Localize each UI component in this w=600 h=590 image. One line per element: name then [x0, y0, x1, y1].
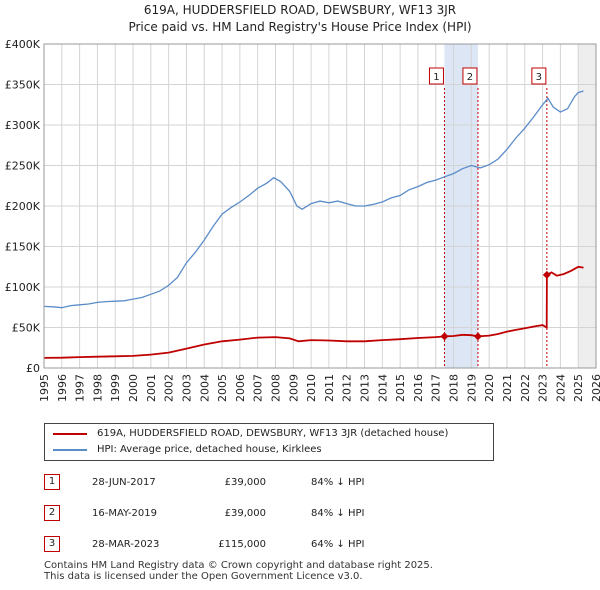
transaction-badge: 2 [44, 505, 60, 521]
transaction-badge-label: 2 [467, 72, 473, 83]
transaction-row: 3 28-MAR-2023 £115,000 64% ↓ HPI [0, 536, 600, 554]
transaction-hpi: 84% ↓ HPI [311, 477, 365, 488]
transaction-badge-label: 1 [433, 72, 439, 83]
x-tick-label: 2006 [234, 374, 247, 402]
x-tick-label: 2025 [572, 374, 585, 402]
x-tick-label: 2004 [198, 374, 211, 402]
legend-hpi-swatch [53, 449, 87, 451]
legend-price-swatch [53, 433, 87, 435]
legend-item-hpi: HPI: Average price, detached house, Kirk… [45, 442, 493, 458]
x-tick-label: 2024 [554, 374, 567, 402]
x-tick-label: 1995 [38, 374, 51, 402]
y-tick-label: £150K [5, 241, 41, 254]
transaction-badge-box [462, 67, 478, 85]
y-tick-label: £250K [5, 160, 41, 173]
footer: Contains HM Land Registry data © Crown c… [44, 560, 433, 582]
x-tick-label: 2017 [430, 374, 443, 402]
transaction-price: £39,000 [224, 508, 266, 519]
legend-hpi-label: HPI: Average price, detached house, Kirk… [97, 444, 322, 455]
transaction-date: 28-JUN-2017 [92, 477, 156, 488]
x-tick-label: 2010 [305, 374, 318, 402]
legend-item-price: 619A, HUDDERSFIELD ROAD, DEWSBURY, WF13 … [45, 426, 493, 442]
transaction-hpi: 64% ↓ HPI [311, 539, 365, 550]
x-tick-label: 2001 [145, 374, 158, 402]
y-tick-label: £350K [5, 79, 41, 92]
legend: 619A, HUDDERSFIELD ROAD, DEWSBURY, WF13 … [44, 423, 494, 461]
transaction-row: 2 16-MAY-2019 £39,000 84% ↓ HPI [0, 505, 600, 523]
x-tick-label: 2013 [359, 374, 372, 402]
x-tick-label: 2015 [394, 374, 407, 402]
sale-point [473, 332, 482, 341]
transaction-price: £39,000 [224, 477, 266, 488]
price-paid-line [43, 265, 584, 359]
x-tick-label: 2022 [519, 374, 532, 402]
transaction-price: £115,000 [218, 539, 266, 550]
transaction-badge-box [531, 67, 547, 85]
footer-licence: This data is licensed under the Open Gov… [44, 571, 363, 582]
sale-point [542, 270, 551, 279]
x-tick-label: 2018 [448, 374, 461, 402]
chart-subtitle: Price paid vs. HM Land Registry's House … [128, 20, 472, 34]
x-tick-label: 2003 [180, 374, 193, 402]
transaction-badge-label: 3 [536, 72, 542, 83]
transaction-hpi: 84% ↓ HPI [311, 508, 365, 519]
x-tick-label: 1996 [56, 374, 69, 402]
x-tick-label: 2008 [269, 374, 282, 402]
legend-price-label: 619A, HUDDERSFIELD ROAD, DEWSBURY, WF13 … [97, 428, 449, 439]
y-tick-label: £0 [26, 362, 40, 375]
transaction-date: 28-MAR-2023 [92, 539, 160, 550]
sale-point [440, 332, 449, 341]
y-tick-label: £300K [5, 119, 41, 132]
transaction-badge-box [428, 67, 444, 85]
x-tick-label: 2000 [127, 374, 140, 402]
x-tick-label: 2023 [537, 374, 550, 402]
y-tick-label: £50K [12, 322, 41, 335]
price-chart: 1 2 3 £0 £50K £100K £150K £200K £250K £300K £350K £… [5, 38, 600, 402]
x-tick-label: 2012 [341, 374, 354, 402]
chart-title: 619A, HUDDERSFIELD ROAD, DEWSBURY, WF13 … [143, 3, 457, 17]
x-tick-label: 2002 [163, 374, 176, 402]
x-tick-label: 2009 [287, 374, 300, 402]
x-tick-label: 2020 [483, 374, 496, 402]
y-tick-label: £400K [5, 38, 41, 51]
x-tick-label: 2014 [376, 374, 389, 402]
footer-copyright: Contains HM Land Registry data © Crown c… [44, 560, 433, 571]
transaction-date: 16-MAY-2019 [92, 508, 158, 519]
plot-border [43, 43, 597, 369]
x-tick-label: 2026 [590, 374, 600, 402]
x-tick-label: 2021 [501, 374, 514, 402]
transaction-row: 1 28-JUN-2017 £39,000 84% ↓ HPI [0, 474, 600, 492]
x-tick-label: 1999 [109, 374, 122, 402]
transaction-badge: 1 [44, 474, 60, 490]
x-tick-label: 1998 [91, 374, 104, 402]
x-tick-label: 2011 [323, 374, 336, 402]
y-tick-label: £200K [5, 200, 41, 213]
x-tick-label: 2007 [252, 374, 265, 402]
x-tick-label: 1997 [74, 374, 87, 402]
x-tick-label: 2016 [412, 374, 425, 402]
transaction-badge: 3 [44, 536, 60, 552]
hpi-line [43, 90, 584, 309]
x-tick-label: 2019 [465, 374, 478, 402]
x-tick-label: 2005 [216, 374, 229, 402]
y-tick-label: £100K [5, 281, 41, 294]
